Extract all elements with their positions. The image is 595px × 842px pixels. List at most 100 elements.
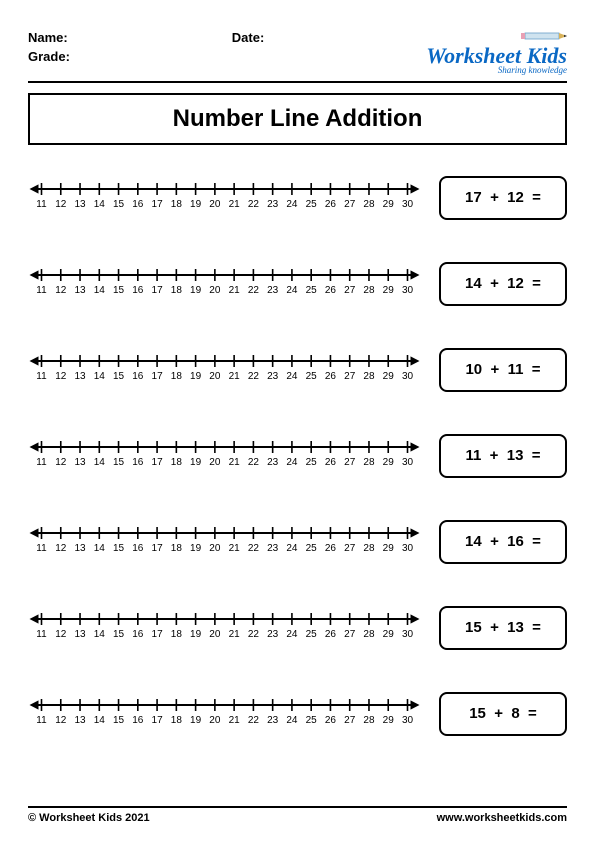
- svg-text:11: 11: [36, 629, 47, 640]
- svg-text:25: 25: [306, 543, 318, 554]
- svg-text:16: 16: [132, 715, 144, 726]
- svg-text:23: 23: [267, 629, 279, 640]
- svg-text:26: 26: [325, 285, 337, 296]
- svg-text:16: 16: [132, 199, 144, 210]
- svg-text:18: 18: [171, 371, 183, 382]
- problem-row: 1112131415161718192021222324252627282930…: [28, 347, 567, 393]
- number-line-wrap: 1112131415161718192021222324252627282930: [28, 347, 421, 393]
- problem-row: 1112131415161718192021222324252627282930…: [28, 519, 567, 565]
- svg-text:27: 27: [344, 371, 356, 382]
- footer: © Worksheet Kids 2021 www.worksheetkids.…: [28, 806, 567, 824]
- svg-text:28: 28: [363, 371, 375, 382]
- logo: Worksheet Kids Sharing knowledge: [426, 30, 567, 75]
- svg-text:23: 23: [267, 371, 279, 382]
- header: Name: Grade: Date: Worksheet Kids Sharin…: [28, 30, 567, 75]
- svg-text:25: 25: [306, 715, 318, 726]
- svg-text:18: 18: [171, 715, 183, 726]
- answer-box[interactable]: 11 + 13 =: [439, 434, 567, 478]
- svg-text:12: 12: [55, 199, 67, 210]
- number-line: 1112131415161718192021222324252627282930: [28, 519, 421, 565]
- svg-text:13: 13: [74, 543, 86, 554]
- svg-text:30: 30: [402, 457, 414, 468]
- svg-text:13: 13: [74, 285, 86, 296]
- svg-text:28: 28: [363, 285, 375, 296]
- svg-text:15: 15: [113, 457, 125, 468]
- answer-box[interactable]: 15 + 13 =: [439, 606, 567, 650]
- svg-text:24: 24: [286, 629, 298, 640]
- svg-text:21: 21: [229, 543, 241, 554]
- svg-text:20: 20: [209, 285, 221, 296]
- number-line-wrap: 1112131415161718192021222324252627282930: [28, 691, 421, 737]
- svg-text:18: 18: [171, 543, 183, 554]
- svg-text:17: 17: [152, 457, 164, 468]
- svg-text:15: 15: [113, 715, 125, 726]
- svg-text:22: 22: [248, 715, 260, 726]
- header-rule: [28, 81, 567, 83]
- svg-text:13: 13: [74, 457, 86, 468]
- header-left: Name: Grade:: [28, 30, 70, 64]
- problems-container: 11 12 13 14 15 16 17 18 19 20 21 22 23 24 25 26 27 28 29 30…: [28, 175, 567, 737]
- svg-text:16: 16: [132, 371, 144, 382]
- svg-text:29: 29: [383, 199, 395, 210]
- svg-text:28: 28: [363, 543, 375, 554]
- svg-text:16: 16: [132, 457, 144, 468]
- svg-text:17: 17: [152, 629, 164, 640]
- svg-text:19: 19: [190, 543, 202, 554]
- svg-text:18: 18: [171, 199, 183, 210]
- footer-url: www.worksheetkids.com: [437, 812, 567, 824]
- svg-text:25: 25: [306, 629, 318, 640]
- svg-text:17: 17: [152, 543, 164, 554]
- answer-box[interactable]: 10 + 11 =: [439, 348, 567, 392]
- svg-text:27: 27: [344, 199, 356, 210]
- svg-text:15: 15: [113, 543, 125, 554]
- svg-text:30: 30: [402, 285, 414, 296]
- svg-text:17: 17: [152, 285, 164, 296]
- svg-text:15: 15: [113, 285, 125, 296]
- number-line: 1112131415161718192021222324252627282930: [28, 605, 421, 651]
- svg-text:29: 29: [383, 285, 395, 296]
- svg-text:14: 14: [94, 629, 106, 640]
- svg-text:11: 11: [36, 285, 47, 296]
- svg-text:27: 27: [344, 543, 356, 554]
- svg-text:30: 30: [402, 715, 414, 726]
- answer-box[interactable]: 15 + 8 =: [439, 692, 567, 736]
- svg-text:24: 24: [286, 199, 298, 210]
- svg-text:26: 26: [325, 715, 337, 726]
- answer-box[interactable]: 17 + 12 =: [439, 176, 567, 220]
- svg-text:21: 21: [229, 457, 241, 468]
- page-title: Number Line Addition: [28, 93, 567, 145]
- number-line: 1112131415161718192021222324252627282930: [28, 175, 421, 221]
- number-line-wrap: 1112131415161718192021222324252627282930: [28, 175, 421, 221]
- svg-text:19: 19: [190, 457, 202, 468]
- svg-text:17: 17: [152, 715, 164, 726]
- svg-text:25: 25: [306, 199, 318, 210]
- svg-text:27: 27: [344, 285, 356, 296]
- svg-text:21: 21: [229, 371, 241, 382]
- svg-text:12: 12: [55, 285, 67, 296]
- svg-text:22: 22: [248, 457, 260, 468]
- number-line-wrap: 1112131415161718192021222324252627282930: [28, 605, 421, 651]
- svg-text:25: 25: [306, 285, 318, 296]
- svg-text:18: 18: [171, 629, 183, 640]
- svg-text:14: 14: [94, 199, 106, 210]
- problem-row: 1112131415161718192021222324252627282930…: [28, 433, 567, 479]
- svg-text:13: 13: [74, 371, 86, 382]
- svg-text:27: 27: [344, 457, 356, 468]
- answer-box[interactable]: 14 + 12 =: [439, 262, 567, 306]
- svg-text:20: 20: [209, 457, 221, 468]
- svg-text:23: 23: [267, 199, 279, 210]
- svg-text:24: 24: [286, 543, 298, 554]
- svg-text:19: 19: [190, 371, 202, 382]
- svg-text:29: 29: [383, 457, 395, 468]
- svg-text:23: 23: [267, 543, 279, 554]
- number-line: 1112131415161718192021222324252627282930: [28, 261, 421, 307]
- svg-text:28: 28: [363, 629, 375, 640]
- svg-text:14: 14: [94, 715, 106, 726]
- svg-text:12: 12: [55, 371, 67, 382]
- svg-text:26: 26: [325, 199, 337, 210]
- svg-text:13: 13: [74, 629, 86, 640]
- answer-box[interactable]: 14 + 16 =: [439, 520, 567, 564]
- svg-text:16: 16: [132, 285, 144, 296]
- svg-text:24: 24: [286, 371, 298, 382]
- problem-row: 1112131415161718192021222324252627282930…: [28, 175, 567, 221]
